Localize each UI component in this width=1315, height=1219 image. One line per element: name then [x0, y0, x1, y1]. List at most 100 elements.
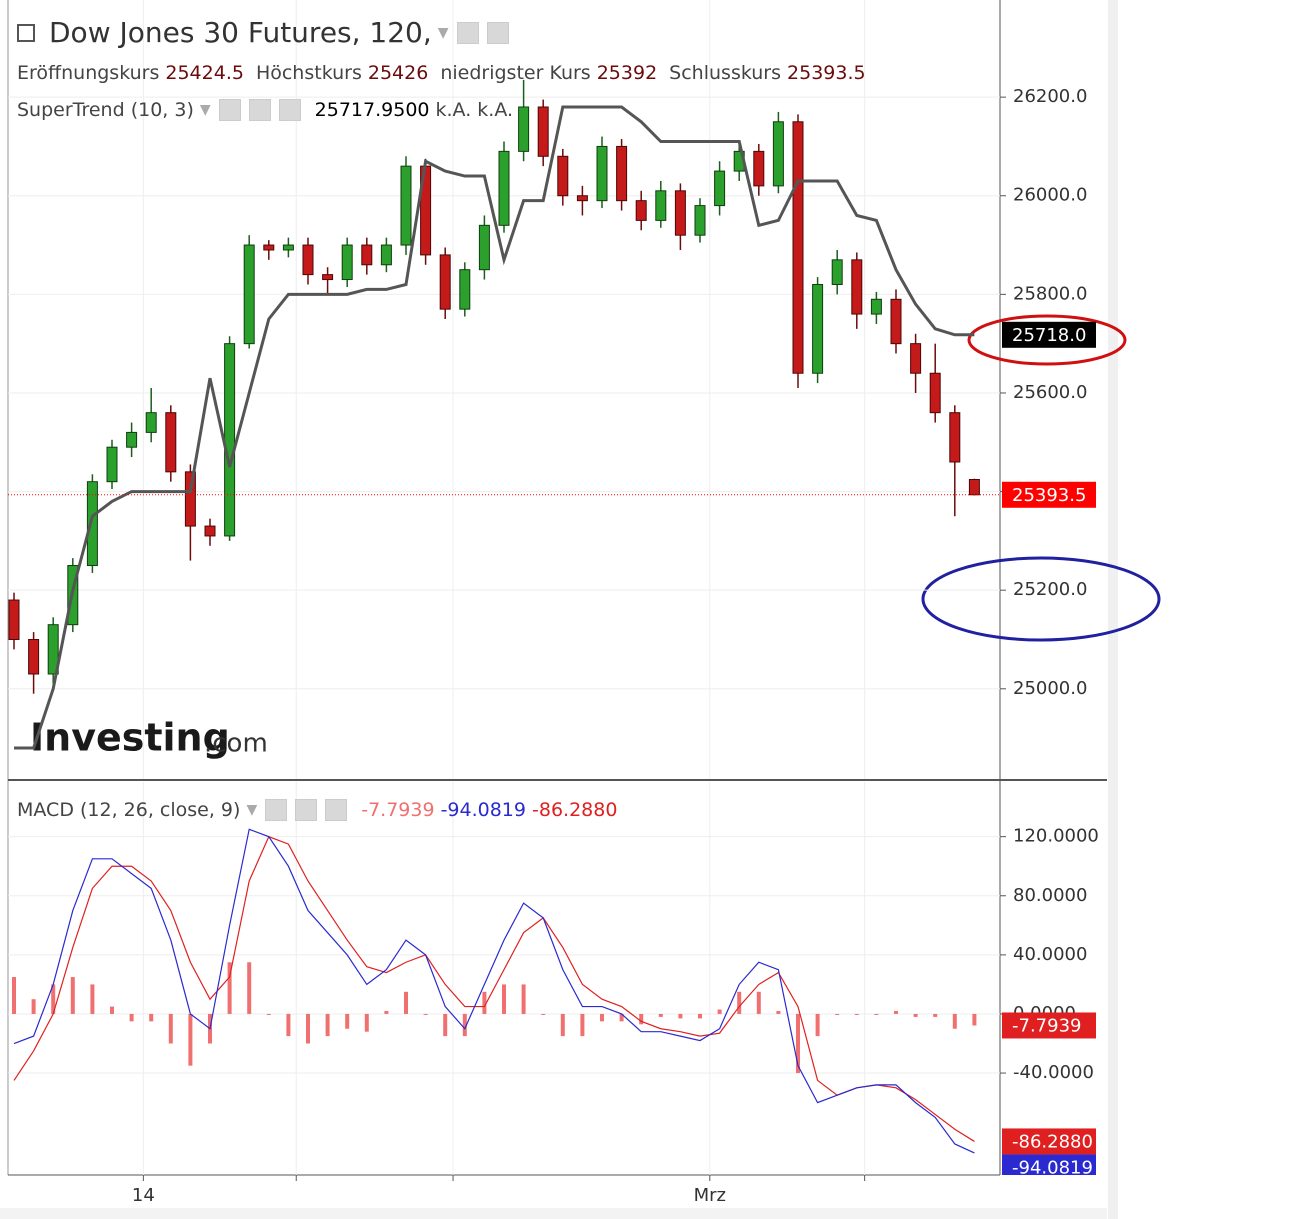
candle-body — [968, 478, 980, 496]
candle-body — [714, 170, 726, 207]
y-tick-label: 25600.0 — [1013, 382, 1087, 403]
candle-body — [694, 205, 706, 236]
open-label: Eröffnungskurs — [17, 62, 160, 84]
histogram-bar — [443, 1013, 448, 1037]
candle-body — [86, 481, 98, 567]
candle-body — [361, 244, 373, 266]
signal-value: -86.2880 — [532, 799, 618, 821]
candle-body — [28, 638, 40, 675]
candle-body — [870, 298, 882, 315]
candle-body — [557, 155, 569, 197]
candle-body — [106, 446, 118, 483]
histogram-bar — [658, 1013, 663, 1017]
candle-body — [518, 106, 530, 152]
histogram-bar — [756, 991, 761, 1014]
candle-body — [772, 121, 784, 187]
supertrend-value: 25717.9500 — [314, 99, 430, 121]
candle-body — [478, 224, 490, 271]
y-tick-label: 26200.0 — [1013, 86, 1087, 107]
y-tick-label: -40.0000 — [1013, 1062, 1094, 1083]
candle-body — [792, 121, 804, 374]
histogram-bar — [70, 977, 75, 1014]
price-badge-label: 25393.5 — [1012, 485, 1086, 506]
histogram-bar — [12, 977, 16, 1014]
macd-value: -94.0819 — [440, 799, 526, 821]
histogram-bar — [168, 1013, 173, 1044]
histogram-bar — [227, 962, 232, 1014]
red-annotation-ellipse — [967, 314, 1127, 366]
histogram-bar — [737, 991, 742, 1014]
histogram-bar — [384, 1011, 389, 1014]
x-tick-label: Mrz — [694, 1185, 726, 1206]
dropdown-arrow[interactable]: ▼ — [246, 802, 258, 818]
histogram-bar — [619, 1013, 624, 1022]
low-value: 25392 — [596, 62, 658, 84]
histogram-bar — [580, 1013, 585, 1037]
histogram-bar — [894, 1011, 898, 1014]
y-tick-label: 25800.0 — [1013, 283, 1087, 304]
candle-body — [890, 298, 902, 345]
histogram-bar — [188, 1013, 193, 1066]
candle-body — [498, 150, 510, 226]
supertrend-name: SuperTrend (10, 3) — [17, 99, 194, 121]
x-tick-label: 14 — [132, 1185, 155, 1206]
y-tick-label: 40.0000 — [1013, 944, 1087, 965]
histogram-bar — [776, 1011, 781, 1014]
histogram-bar — [521, 984, 526, 1014]
eye-icon[interactable] — [265, 799, 288, 821]
histogram-bar — [90, 984, 95, 1014]
histogram-bar — [698, 1013, 702, 1019]
candle-body — [322, 274, 334, 281]
histogram-bar — [462, 1013, 467, 1037]
high-label: Höchstkurs — [255, 62, 362, 84]
histogram-bar — [835, 1013, 840, 1015]
candle-body — [635, 200, 647, 221]
collapse-toggle[interactable] — [17, 23, 35, 42]
candle-body — [851, 259, 863, 315]
histogram-bar — [325, 1013, 330, 1037]
supertrend-status: k.A. k.A. — [435, 99, 514, 121]
candle-body — [674, 190, 686, 236]
dropdown-arrow[interactable]: ▼ — [199, 102, 211, 118]
histogram-bar — [129, 1013, 134, 1022]
histogram-bar — [972, 1013, 977, 1026]
low-label: niedrigster Kurs — [440, 62, 591, 84]
histogram-bar — [502, 984, 506, 1014]
histogram-bar — [874, 1013, 879, 1015]
candle-body — [263, 244, 275, 251]
histogram-bar — [31, 999, 36, 1014]
settings-icon[interactable] — [248, 99, 271, 121]
high-value: 25426 — [367, 62, 429, 84]
candle-body — [341, 244, 353, 281]
eye-icon[interactable] — [456, 21, 479, 44]
eye-icon[interactable] — [218, 99, 241, 121]
signal-line — [13, 835, 975, 1142]
histogram-bar — [149, 1013, 154, 1022]
histogram-bar — [306, 1013, 310, 1044]
close-icon[interactable] — [278, 99, 301, 121]
scrollbar[interactable] — [1108, 0, 1118, 1219]
close-icon[interactable] — [325, 799, 348, 821]
candle-body — [812, 283, 824, 374]
candle-body — [655, 190, 667, 221]
candle-body — [910, 343, 922, 374]
candle-body — [596, 145, 608, 202]
price-badge — [1002, 481, 1096, 508]
y-tick-label: 80.0000 — [1013, 885, 1087, 906]
histogram-bar — [345, 1013, 350, 1029]
candle-body — [165, 412, 177, 473]
histogram-bar — [678, 1013, 683, 1019]
histogram-bar — [717, 1009, 722, 1014]
settings-icon[interactable] — [486, 21, 509, 44]
dropdown-arrow[interactable]: ▼ — [437, 24, 449, 41]
candle-body — [537, 106, 549, 157]
candle-body — [184, 471, 196, 527]
histogram-bar — [404, 991, 408, 1014]
macd-badges: -7.7939 -86.2880 -94.0819 — [1002, 1012, 1096, 1175]
settings-icon[interactable] — [295, 799, 318, 821]
histogram-bar — [266, 1013, 271, 1015]
candle-body — [616, 145, 628, 202]
close-label: Schlusskurs — [669, 62, 782, 84]
blue-annotation-ellipse — [921, 556, 1161, 642]
